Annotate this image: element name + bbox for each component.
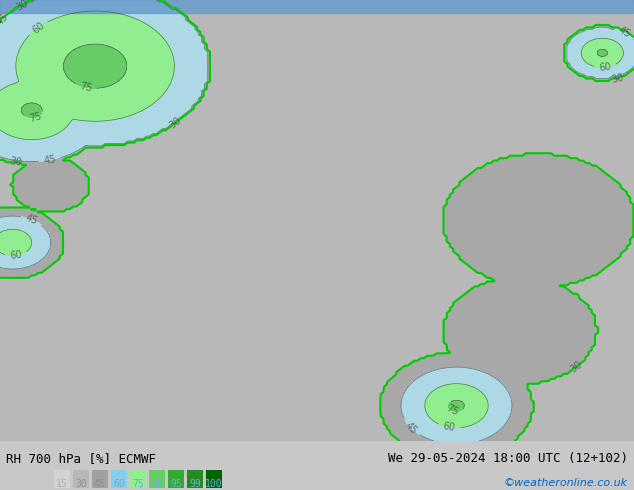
Text: ©weatheronline.co.uk: ©weatheronline.co.uk xyxy=(503,478,628,488)
Text: 95: 95 xyxy=(170,479,182,489)
Bar xyxy=(149,470,165,488)
Text: 75: 75 xyxy=(28,111,42,123)
Text: 75: 75 xyxy=(132,479,144,489)
Text: 30: 30 xyxy=(167,115,183,131)
Bar xyxy=(168,470,184,488)
Text: 45: 45 xyxy=(617,25,632,40)
Text: RH 700 hPa [%] ECMWF: RH 700 hPa [%] ECMWF xyxy=(6,452,157,465)
Text: 30: 30 xyxy=(9,156,23,168)
Text: 60: 60 xyxy=(113,479,125,489)
Text: 60: 60 xyxy=(10,250,23,261)
Bar xyxy=(54,470,70,488)
Text: 30: 30 xyxy=(611,73,625,85)
Text: 60: 60 xyxy=(30,20,46,35)
Text: 45: 45 xyxy=(403,420,419,436)
Text: 45: 45 xyxy=(94,479,106,489)
Text: 60: 60 xyxy=(443,421,456,433)
Bar xyxy=(206,470,222,488)
Text: 45: 45 xyxy=(42,154,56,166)
Text: 75: 75 xyxy=(79,81,93,94)
Bar xyxy=(130,470,146,488)
Text: 99: 99 xyxy=(189,479,201,489)
Text: We 29-05-2024 18:00 UTC (12+102): We 29-05-2024 18:00 UTC (12+102) xyxy=(387,452,628,465)
Bar xyxy=(0,0,634,13)
Bar xyxy=(187,470,203,488)
Text: 30: 30 xyxy=(75,479,87,489)
Text: 45: 45 xyxy=(24,213,39,227)
Text: 100: 100 xyxy=(205,479,223,489)
Text: 75: 75 xyxy=(444,403,460,418)
Bar xyxy=(73,470,89,488)
Bar xyxy=(92,470,108,488)
Text: 30: 30 xyxy=(569,359,585,374)
Text: 90: 90 xyxy=(151,479,163,489)
Text: 30: 30 xyxy=(15,0,30,12)
Text: 15: 15 xyxy=(56,479,68,489)
Text: 60: 60 xyxy=(598,62,612,73)
Bar xyxy=(111,470,127,488)
Text: 45: 45 xyxy=(0,12,10,27)
